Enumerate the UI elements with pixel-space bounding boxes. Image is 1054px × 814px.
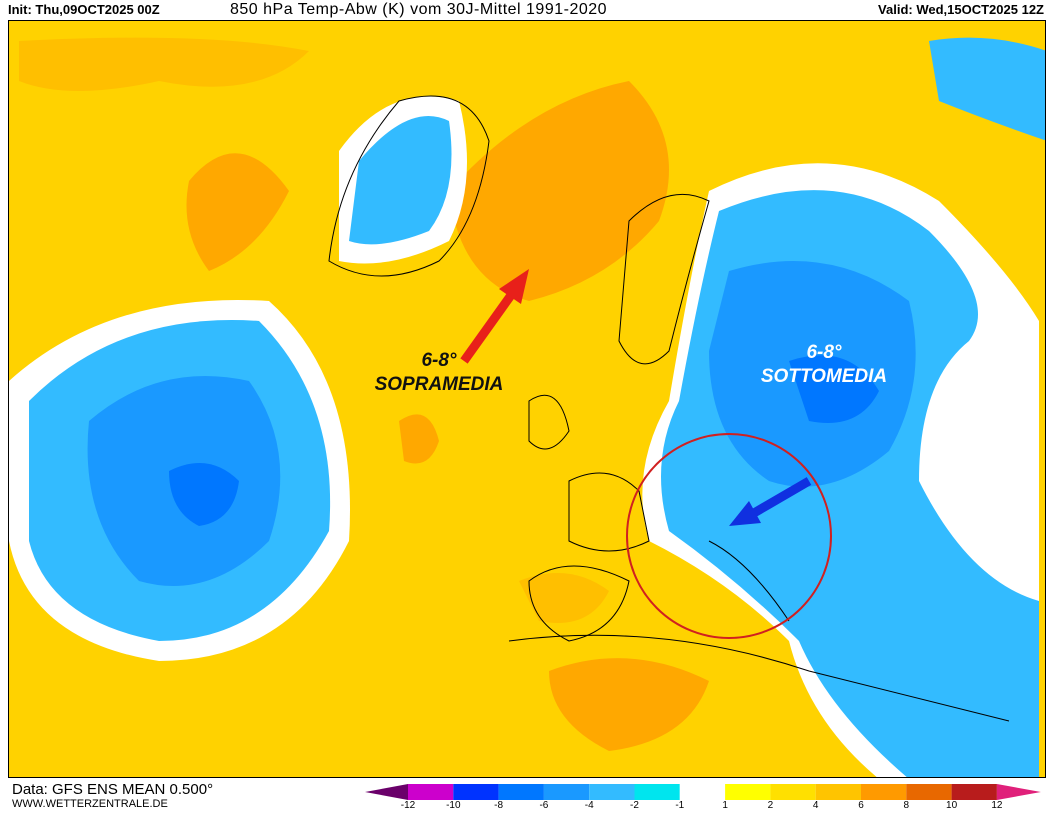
legend-tick: 4 [812,800,819,811]
legend-swatch [634,784,680,800]
legend-tick: -8 [494,800,504,811]
legend-tick: -6 [539,800,549,811]
init-time: Init: Thu,09OCT2025 00Z [8,2,160,17]
warm-arrow [460,269,529,364]
legend-swatch [679,784,726,800]
legend-tick: 12 [991,800,1003,811]
legend-tick: -12 [400,800,416,811]
legend-tick: 2 [767,800,774,811]
warm-annotation: 6-8° SOPRAMEDIA [349,349,529,397]
legend-swatch [543,784,590,800]
legend-tick: -4 [584,800,594,811]
valid-time: Valid: Wed,15OCT2025 12Z [878,2,1044,17]
legend-swatch [951,784,997,800]
data-source: Data: GFS ENS MEAN 0.500° [12,781,214,798]
legend-high-triangle [996,784,1041,800]
legend-swatch [815,784,861,800]
map-header: Init: Thu,09OCT2025 00Z 850 hPa Temp-Abw… [0,0,1054,20]
warm-value: 6-8° [421,350,457,371]
map-title: 850 hPa Temp-Abw (K) vom 30J-Mittel 1991… [230,1,608,18]
coastlines [328,95,1010,722]
site-credit: WWW.WETTERZENTRALE.DE [12,798,168,810]
legend-swatch [725,784,771,800]
legend-tick: -1 [675,800,685,811]
legend-tick: 1 [722,800,728,811]
legend-tick: 10 [946,800,958,811]
legend-swatch [408,784,454,800]
legend-tick: 6 [858,800,864,811]
cold-value: 6-8° [806,342,842,363]
legend-tick: -2 [630,800,639,811]
legend-swatch [589,784,635,800]
color-legend [365,784,1041,800]
cold-label: SOTTOMEDIA [760,366,888,387]
temperature-anomaly-map: 6-8° SOPRAMEDIA 6-8° SOTTOMEDIA [8,20,1046,778]
legend-low-triangle [365,784,408,800]
legend-swatch [498,784,544,800]
legend-swatch [861,784,907,800]
legend-swatch [906,784,952,800]
cold-annotation: 6-8° SOTTOMEDIA [739,341,909,389]
cold-anomaly-areas [9,37,1045,777]
warm-label: SOPRAMEDIA [374,374,504,395]
legend-tick: 8 [903,800,910,811]
legend-swatch [453,784,499,800]
legend-tick: -10 [446,800,461,811]
legend-swatch [770,784,816,800]
cold-arrow [729,477,812,526]
highlight-circle [626,433,832,639]
